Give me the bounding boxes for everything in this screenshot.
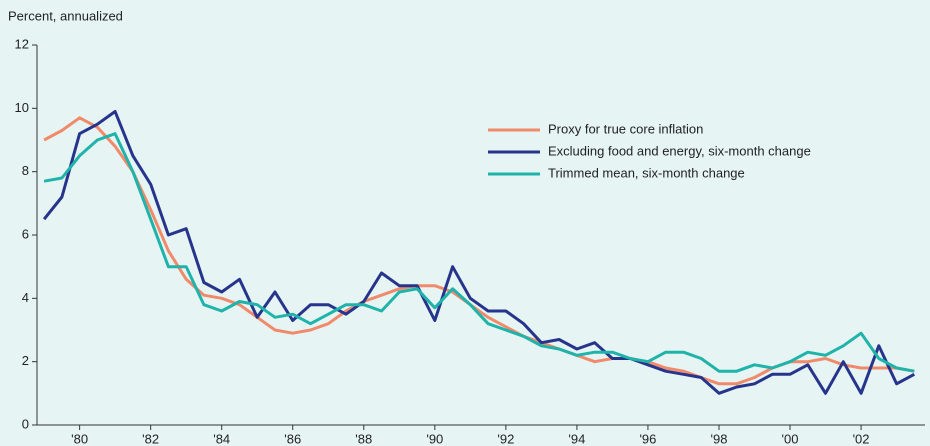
y-tick-label: 8 bbox=[22, 163, 29, 178]
x-tick-label: '94 bbox=[568, 431, 585, 446]
series-line bbox=[43, 116, 915, 386]
x-tick-label: '80 bbox=[71, 431, 88, 446]
x-tick-label: '98 bbox=[711, 431, 728, 446]
y-tick-label: 12 bbox=[15, 36, 29, 51]
y-tick-label: 6 bbox=[22, 226, 29, 241]
x-tick-label: '00 bbox=[782, 431, 799, 446]
legend-label: Excluding food and energy, six-month cha… bbox=[548, 143, 811, 158]
x-tick-label: '88 bbox=[355, 431, 372, 446]
series-line bbox=[42, 110, 916, 395]
y-tick-label: 4 bbox=[22, 290, 29, 305]
x-tick-label: '92 bbox=[497, 431, 514, 446]
y-tick-label: 0 bbox=[22, 416, 29, 431]
legend-label: Proxy for true core inflation bbox=[548, 121, 703, 136]
y-tick-label: 2 bbox=[22, 353, 29, 368]
x-tick-label: '96 bbox=[639, 431, 656, 446]
series-line bbox=[43, 132, 915, 373]
x-tick-label: '02 bbox=[853, 431, 870, 446]
legend-label: Trimmed mean, six-month change bbox=[548, 165, 745, 180]
x-tick-label: '82 bbox=[142, 431, 159, 446]
x-tick-label: '86 bbox=[284, 431, 301, 446]
x-tick-label: '90 bbox=[426, 431, 443, 446]
x-tick-label: '84 bbox=[213, 431, 230, 446]
y-tick-label: 10 bbox=[15, 100, 29, 115]
y-axis-label: Percent, annualized bbox=[8, 8, 123, 23]
